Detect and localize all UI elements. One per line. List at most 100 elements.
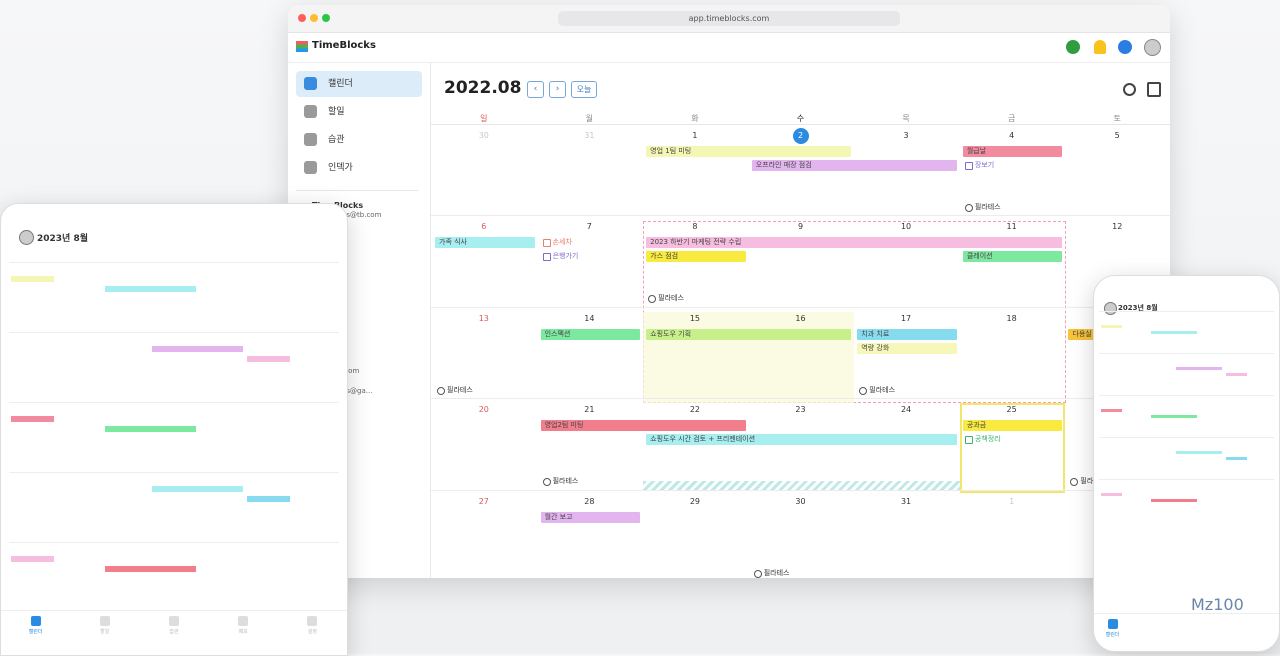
event-bar[interactable]: 쇼핑도우 기획 [646, 328, 852, 340]
help-icon[interactable] [1118, 40, 1132, 54]
date-number[interactable]: 18 [1006, 313, 1017, 323]
event-bar[interactable]: 오프라인 매장 점검 [751, 160, 957, 171]
event-bar[interactable]: 가족 식사 [435, 237, 535, 249]
address-bar[interactable]: app.timeblocks.com [558, 11, 900, 26]
phone-avatar[interactable] [1104, 302, 1117, 315]
date-number[interactable]: 31 [584, 131, 595, 140]
next-button[interactable]: › [549, 81, 566, 98]
event-bar[interactable]: 공과금 [962, 420, 1063, 432]
date-number[interactable]: 21 [584, 405, 595, 415]
date-number[interactable]: 9 [797, 222, 804, 232]
tab-label[interactable]: 할일 [100, 629, 110, 635]
date-number[interactable]: 27 [478, 496, 489, 506]
date-number[interactable]: 28 [584, 496, 595, 506]
nav-label: 캘린더 [328, 79, 353, 89]
date-number[interactable]: 12 [1112, 222, 1123, 232]
nav-item[interactable]: 캘린더 [296, 71, 422, 97]
notification-icon[interactable] [1094, 40, 1106, 54]
minimize-button[interactable] [310, 14, 318, 22]
tablet-avatar[interactable] [19, 230, 34, 245]
mini-week-line [9, 332, 339, 333]
habit-label[interactable]: 필라테스 [869, 385, 896, 394]
weekday-label: 목 [902, 114, 910, 123]
date-number[interactable]: 25 [1006, 405, 1017, 415]
date-number[interactable]: 30 [478, 131, 489, 140]
tab-label[interactable]: 캘린더 [28, 629, 43, 635]
mini-event [152, 346, 243, 352]
date-number[interactable]: 16 [795, 313, 806, 323]
habit-label[interactable]: 필라테스 [974, 203, 1001, 211]
date-number[interactable]: 8 [692, 222, 698, 232]
app-header: TimeBlocks [288, 32, 1170, 63]
event-bar[interactable]: 인스펙션 [540, 328, 641, 340]
tab-icon[interactable] [30, 616, 41, 626]
todo-checkbox [964, 162, 973, 170]
habit-label[interactable]: 필라테스 [763, 568, 790, 577]
todo-label[interactable]: 은행가기 [552, 252, 579, 261]
prev-button[interactable]: ‹ [527, 81, 544, 98]
event-bar[interactable]: 가스 점검 [646, 251, 746, 263]
today-button[interactable]: 오늘 [571, 81, 597, 98]
close-button[interactable] [298, 14, 306, 22]
tab-icon[interactable] [99, 616, 110, 626]
date-number[interactable]: 4 [1009, 131, 1015, 140]
date-number[interactable]: 29 [689, 496, 701, 506]
nav-item[interactable]: 인덱가 [296, 155, 422, 181]
todo-label[interactable]: 장보기 [974, 161, 995, 169]
date-number[interactable]: 11 [1006, 222, 1017, 232]
nav-item[interactable]: 습관 [296, 127, 422, 153]
tab-icon[interactable] [238, 616, 249, 626]
date-number[interactable]: 3 [903, 131, 909, 140]
date-number[interactable]: 2 [792, 128, 809, 144]
watermark: Mz100 [1191, 595, 1244, 614]
date-number[interactable]: 24 [900, 405, 912, 415]
date-number[interactable]: 13 [478, 313, 489, 323]
todo-label[interactable]: 손세차 [552, 238, 572, 247]
todo-label[interactable]: 공책정리 [974, 435, 1001, 444]
date-number[interactable]: 22 [689, 405, 701, 415]
tab-label[interactable]: 습관 [169, 629, 179, 635]
habit-label[interactable]: 필라테스 [447, 385, 473, 394]
badge-icon[interactable] [1066, 40, 1080, 54]
event-bar[interactable]: 월급날 [962, 146, 1063, 157]
search-icon[interactable] [1123, 83, 1136, 96]
event-bar[interactable]: 월간 보고 [540, 511, 641, 523]
event-bar[interactable]: 클레이션 [962, 251, 1063, 263]
avatar[interactable] [1144, 39, 1161, 56]
date-number[interactable]: 23 [795, 405, 806, 415]
date-number[interactable]: 31 [900, 496, 912, 506]
mini-event [1226, 372, 1248, 377]
tab-label[interactable]: 메모 [238, 629, 248, 635]
event-bar[interactable]: 역량 강화 [857, 342, 957, 354]
tab-label[interactable]: 캘린더 [1105, 632, 1120, 638]
date-number[interactable]: 30 [795, 496, 806, 506]
tab-icon[interactable] [1107, 619, 1118, 629]
date-number[interactable]: 20 [478, 405, 489, 415]
date-number[interactable]: 7 [586, 222, 592, 232]
habit-label[interactable]: 필라테스 [552, 477, 579, 486]
nav-item[interactable]: 할일 [296, 99, 422, 125]
mini-event [246, 496, 290, 502]
event-bar[interactable]: 영업 1팀 미팅 [646, 146, 852, 157]
date-number[interactable]: 10 [900, 222, 912, 232]
date-number[interactable]: 17 [900, 313, 912, 323]
date-number[interactable]: 1 [692, 131, 698, 140]
habit-label[interactable]: 필라테스 [658, 294, 684, 303]
zoom-button[interactable] [322, 14, 330, 22]
event-bar[interactable]: 치과 치료 [857, 328, 957, 340]
weekday-label: 수 [796, 114, 805, 123]
date-number[interactable]: 5 [1114, 131, 1120, 140]
date-number[interactable]: 6 [481, 222, 487, 232]
date-number[interactable]: 15 [689, 313, 701, 323]
event-bar[interactable]: 2023 하반기 마케팅 전략 수립 [646, 237, 1063, 249]
tab-label[interactable]: 설정 [307, 629, 317, 635]
layout-icon[interactable] [1147, 82, 1161, 97]
tab-icon[interactable] [169, 616, 179, 626]
date-number[interactable]: 14 [584, 313, 595, 323]
event-bar[interactable]: 쇼핑도우 시간 검토 + 프리젠테이션 [646, 434, 957, 446]
date-number[interactable]: 1 [1009, 496, 1015, 506]
event-bar[interactable]: 영업2팀 미팅 [540, 420, 746, 432]
tab-icon[interactable] [307, 616, 318, 626]
tablet-title: 2023년 8월 [37, 234, 89, 244]
mini-week-line [9, 472, 339, 473]
